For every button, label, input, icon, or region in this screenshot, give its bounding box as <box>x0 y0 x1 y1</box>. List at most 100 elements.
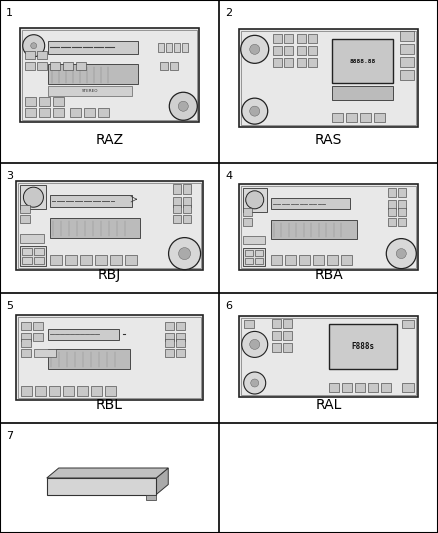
Bar <box>273 46 282 55</box>
Bar <box>84 108 95 117</box>
Bar <box>21 246 46 265</box>
Ellipse shape <box>31 43 37 49</box>
Bar <box>21 322 32 330</box>
Bar <box>308 58 317 67</box>
Bar <box>297 58 306 67</box>
Bar <box>70 108 81 117</box>
Bar <box>400 70 414 80</box>
Bar <box>63 62 73 70</box>
Bar <box>332 39 393 83</box>
Bar <box>170 62 178 70</box>
Bar <box>328 383 339 392</box>
Bar <box>239 317 418 397</box>
Text: 6: 6 <box>225 301 232 311</box>
Bar <box>243 188 267 212</box>
Bar <box>35 248 44 255</box>
Bar <box>49 385 60 395</box>
Bar <box>271 220 357 239</box>
Bar <box>381 383 391 392</box>
Bar <box>183 197 191 207</box>
Bar <box>81 255 92 264</box>
Bar <box>241 318 416 395</box>
Bar <box>313 255 324 264</box>
Bar <box>341 255 352 264</box>
Bar <box>158 43 164 52</box>
Text: 2: 2 <box>225 8 232 18</box>
Bar <box>53 97 64 106</box>
Bar <box>183 205 191 213</box>
Bar <box>48 41 138 54</box>
Ellipse shape <box>170 92 197 120</box>
Bar <box>241 31 416 125</box>
Bar <box>255 257 263 264</box>
Bar <box>25 51 35 59</box>
Bar <box>35 385 46 395</box>
Text: RBL: RBL <box>96 398 123 412</box>
Bar <box>273 34 282 43</box>
Bar <box>360 113 371 122</box>
Ellipse shape <box>396 248 406 259</box>
Bar <box>16 181 202 270</box>
Bar <box>21 333 32 341</box>
Text: F888s: F888s <box>351 342 374 351</box>
Bar <box>284 46 293 55</box>
Bar <box>367 383 378 392</box>
Bar <box>398 208 406 216</box>
Bar <box>285 255 296 264</box>
Bar <box>388 218 396 226</box>
Bar <box>283 319 292 328</box>
Bar <box>299 255 310 264</box>
Bar <box>273 58 282 67</box>
Bar <box>166 333 174 341</box>
Bar <box>255 249 263 256</box>
Bar <box>21 385 32 395</box>
Bar <box>342 383 352 392</box>
Text: 1: 1 <box>6 8 13 18</box>
Ellipse shape <box>242 98 268 124</box>
Bar <box>21 234 44 243</box>
Bar <box>78 385 88 395</box>
Bar <box>37 62 47 70</box>
Bar <box>22 256 32 264</box>
Bar <box>49 349 131 369</box>
Bar <box>110 255 123 264</box>
Bar <box>241 186 416 268</box>
Bar <box>388 188 396 197</box>
Bar <box>177 322 185 330</box>
Bar <box>183 184 191 194</box>
Ellipse shape <box>244 372 266 394</box>
Ellipse shape <box>179 248 191 260</box>
Bar <box>239 184 418 270</box>
Bar <box>173 205 181 213</box>
Ellipse shape <box>246 191 264 209</box>
Bar <box>50 219 140 238</box>
Bar <box>243 218 252 226</box>
Bar <box>21 339 32 347</box>
Ellipse shape <box>242 332 268 358</box>
Polygon shape <box>156 468 168 495</box>
Bar <box>297 46 306 55</box>
Ellipse shape <box>250 340 260 350</box>
Bar <box>49 62 60 70</box>
Bar <box>16 315 202 400</box>
Bar <box>177 349 185 357</box>
Bar <box>166 349 174 357</box>
Bar <box>182 43 188 52</box>
Bar <box>284 58 293 67</box>
Bar <box>48 86 132 96</box>
Ellipse shape <box>386 239 416 269</box>
Bar <box>308 34 317 43</box>
Bar <box>20 28 199 122</box>
Bar <box>22 248 32 255</box>
Bar <box>39 97 49 106</box>
Bar <box>402 383 414 392</box>
Bar <box>35 256 44 264</box>
Bar <box>92 385 102 395</box>
Bar <box>173 184 181 194</box>
Bar <box>50 195 132 207</box>
Bar <box>245 257 253 264</box>
Text: 7: 7 <box>6 431 13 441</box>
Bar <box>49 329 119 340</box>
Bar <box>22 30 197 120</box>
Bar <box>398 200 406 209</box>
